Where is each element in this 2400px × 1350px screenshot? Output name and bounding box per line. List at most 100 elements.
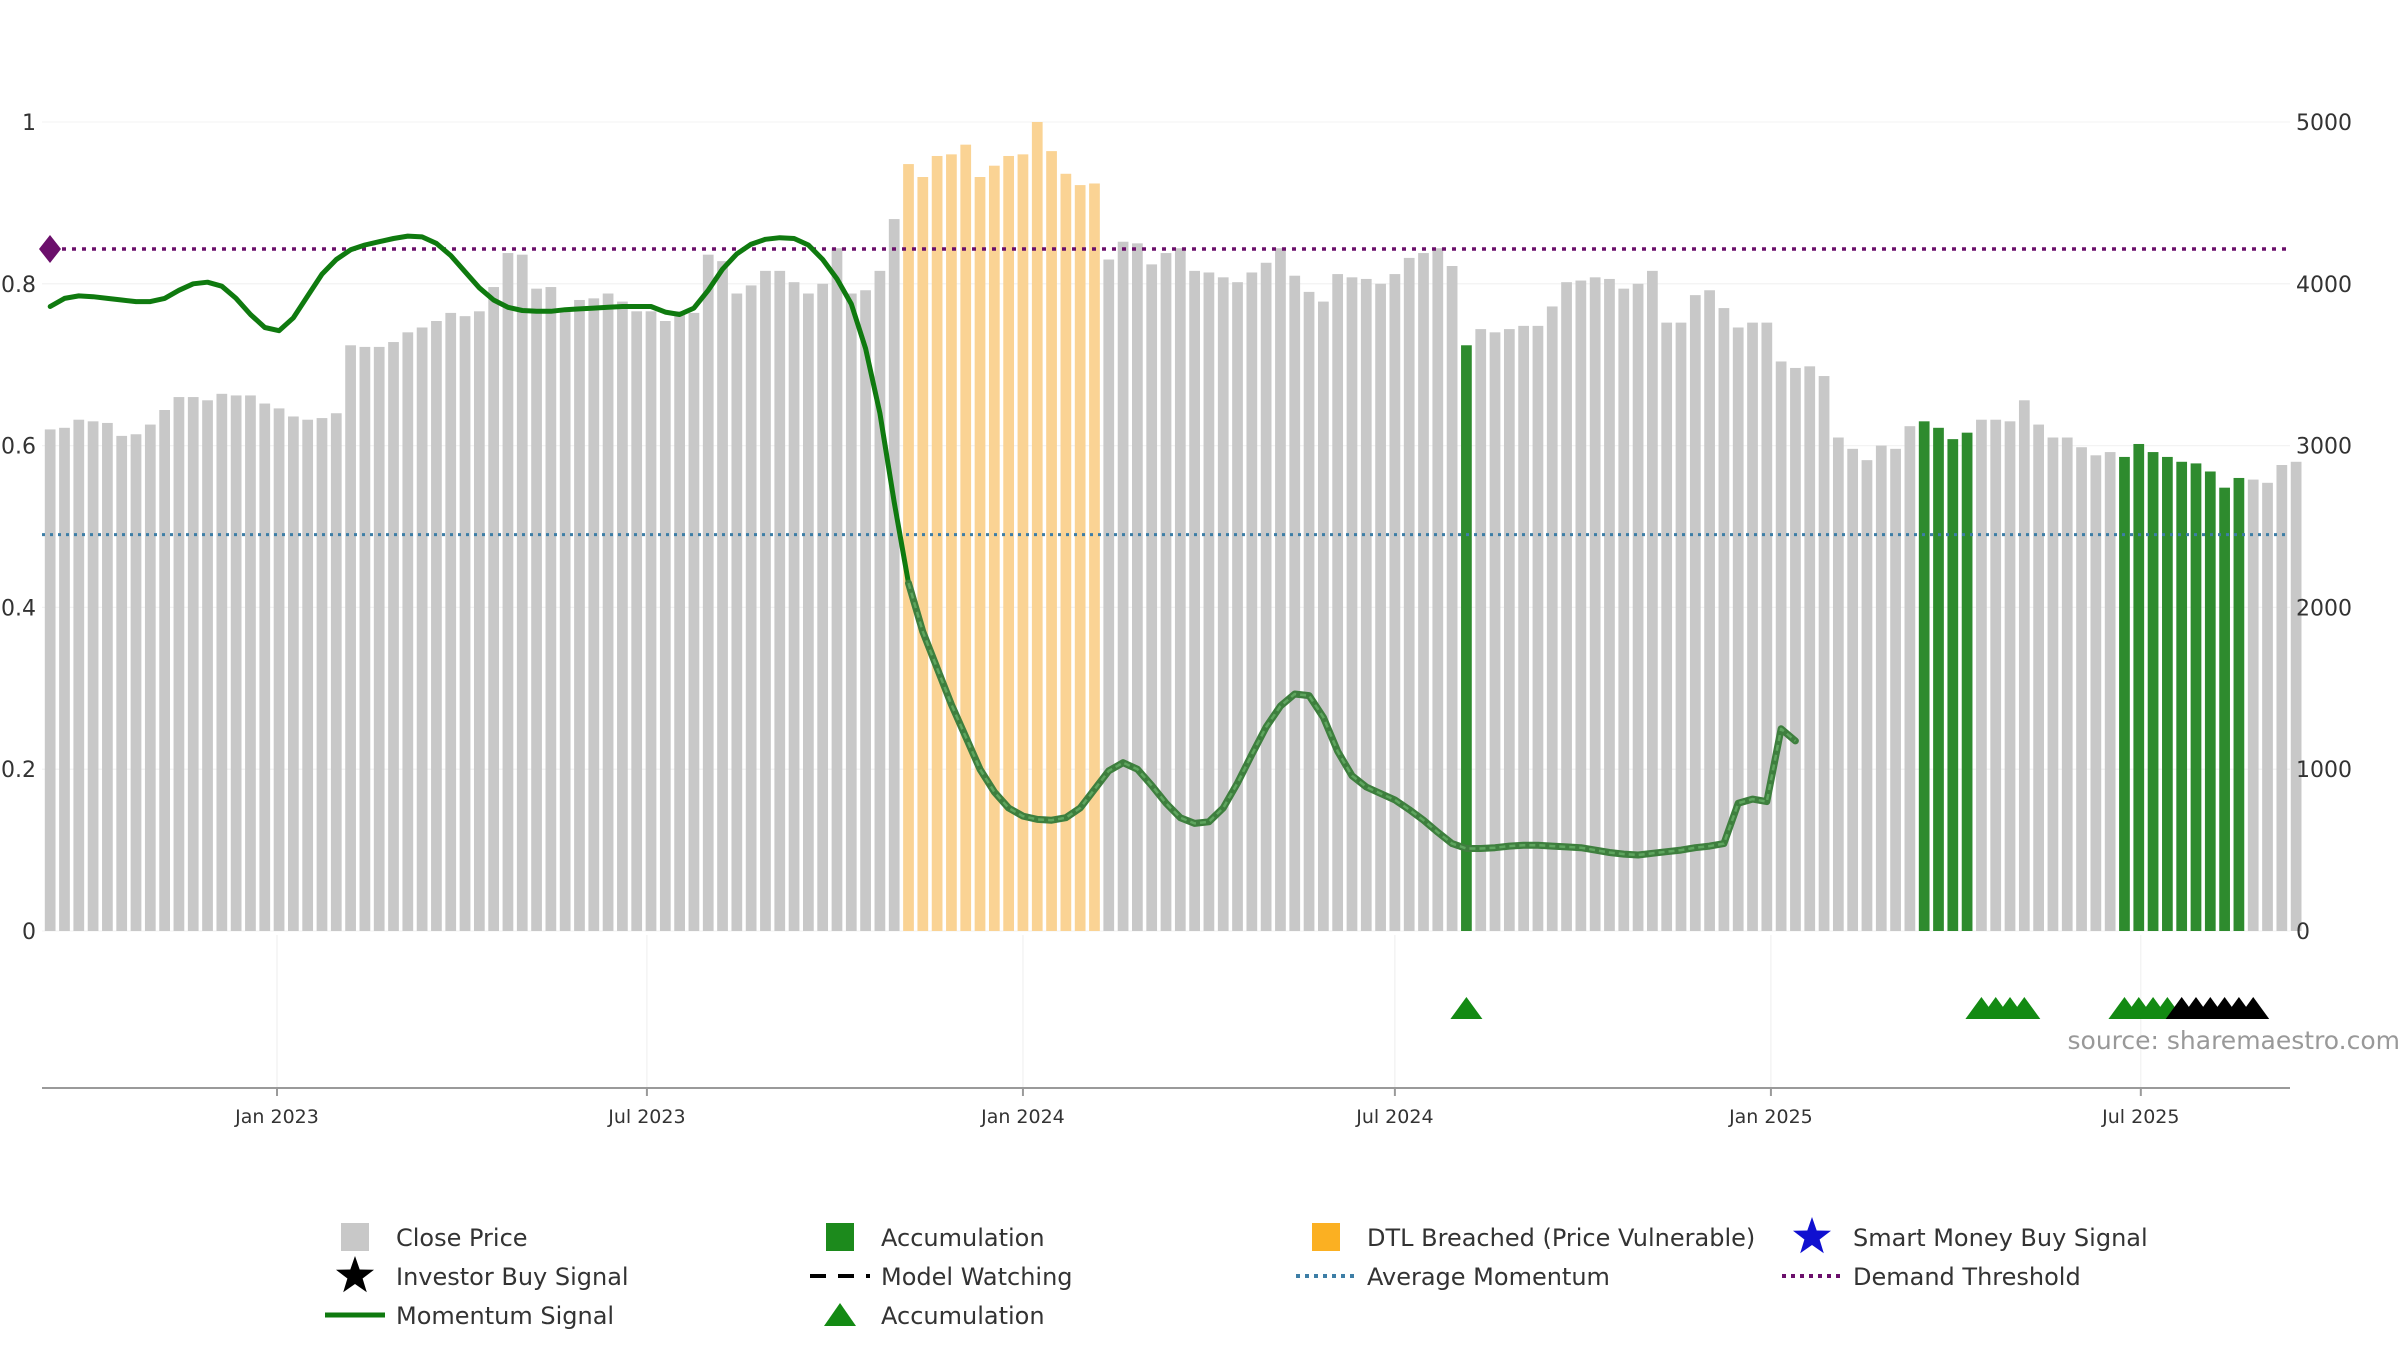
close-price-bar — [760, 270, 771, 931]
close-price-bar — [1260, 262, 1272, 931]
close-price-bar — [1704, 290, 1715, 931]
close-price-bar — [502, 253, 514, 931]
legend-accumulation-triangle-icon — [824, 1303, 856, 1326]
close-price-bar — [1518, 325, 1529, 931]
close-price-bar — [1747, 322, 1758, 931]
dtl-breached-bar — [1089, 183, 1100, 932]
close-price-bar — [273, 408, 285, 931]
legend-smart-money-star-icon — [1793, 1217, 1831, 1254]
close-price-bar — [1732, 327, 1744, 931]
accumulation-bar — [2204, 471, 2216, 931]
close-price-bar — [1418, 253, 1429, 931]
close-price-bar — [459, 316, 471, 931]
close-price-bar — [1632, 283, 1644, 931]
close-price-bar — [330, 413, 342, 931]
close-price-bar — [1618, 288, 1630, 931]
close-price-bar — [2033, 424, 2044, 931]
close-price-bar — [745, 285, 757, 931]
close-price-bar — [1318, 301, 1329, 932]
x-axis-tick-label: Jul 2023 — [607, 1106, 685, 1128]
source-label: source: sharemaestro.com — [2068, 1026, 2400, 1055]
close-price-bar — [116, 435, 128, 931]
close-price-bar — [1689, 295, 1701, 931]
legend: Close Price Accumulation DTL Breached (Pri… — [325, 1217, 2148, 1330]
x-axis-tick-label: Jan 2024 — [980, 1106, 1065, 1128]
close-price-bar — [2090, 455, 2102, 931]
close-price-bar — [1146, 264, 1158, 931]
close-price-bar — [87, 421, 99, 931]
close-price-bar — [1289, 275, 1301, 932]
close-price-bar — [1246, 272, 1258, 932]
right-axis-tick: 5000 — [2296, 111, 2352, 136]
close-price-bar — [1303, 291, 1315, 931]
accumulation-triangle-marker — [2008, 997, 2041, 1019]
close-price-bar — [1604, 278, 1615, 931]
accumulation-bar — [1947, 439, 1959, 931]
legend-label: Accumulation — [881, 1302, 1045, 1330]
close-price-bar — [1532, 325, 1544, 931]
close-price-bar — [2018, 400, 2030, 931]
close-price-bar — [1375, 283, 1386, 931]
close-price-bar — [259, 403, 271, 931]
legend-label: Investor Buy Signal — [396, 1263, 629, 1291]
dtl-breached-bar — [1074, 185, 1086, 932]
accumulation-bar — [2219, 487, 2230, 931]
right-axis-tick: 4000 — [2296, 273, 2352, 298]
close-price-bar — [803, 293, 814, 931]
left-axis-tick: 0.8 — [1, 273, 36, 298]
close-price-bar — [1804, 366, 1816, 931]
close-price-bar — [1976, 419, 1987, 931]
signal-markers — [1450, 997, 2270, 1019]
close-price-bar — [774, 270, 786, 931]
close-price-bar — [159, 410, 170, 931]
close-price-bar — [1203, 272, 1215, 932]
close-price-bar — [431, 321, 442, 931]
close-price-bar — [1790, 367, 1801, 931]
close-price-bar — [831, 248, 843, 931]
close-price-bar — [1217, 277, 1229, 932]
close-price-bar — [1346, 277, 1358, 932]
close-price-bar — [602, 293, 614, 931]
axes: 0 0.2 0.4 0.6 0.8 1 0 1000 2000 3000 4000 5000 Jan 2… — [1, 111, 2352, 1128]
close-price-bar — [302, 419, 314, 931]
close-price-bar — [1432, 248, 1444, 931]
close-price-bar — [860, 290, 871, 931]
close-price-bar — [1475, 329, 1487, 932]
accumulation-bar — [1461, 345, 1472, 931]
close-price-bar — [674, 311, 685, 931]
x-axis-tick-label: Jan 2023 — [234, 1106, 319, 1128]
close-price-bar — [731, 293, 743, 931]
accumulation-bar — [2190, 463, 2202, 931]
close-price-bar — [702, 254, 714, 931]
close-price-bar — [1647, 270, 1658, 931]
close-price-bar — [574, 299, 585, 932]
close-price-bar — [531, 288, 542, 931]
close-price-bar — [1875, 445, 1887, 931]
close-price-bar — [1575, 280, 1587, 931]
close-price-bar — [288, 416, 299, 932]
legend-close-price-swatch — [341, 1223, 369, 1251]
close-price-bar — [1503, 329, 1515, 932]
close-price-bar — [888, 219, 900, 931]
legend-label: Momentum Signal — [396, 1302, 614, 1330]
close-price-bar — [1160, 253, 1172, 931]
close-price-bar — [874, 270, 886, 931]
close-price-bar — [473, 311, 485, 931]
dtl-breached-bar — [946, 154, 957, 932]
dtl-breached-bar — [931, 155, 943, 932]
dtl-breached-bar — [917, 177, 929, 931]
dtl-breached-bar — [1046, 151, 1057, 931]
close-price-bar — [1675, 322, 1687, 931]
momentum-watching-line — [907, 582, 1797, 857]
close-price-bar — [373, 346, 385, 931]
dtl-breached-bar — [988, 165, 1000, 931]
left-axis-tick: 0.4 — [1, 596, 36, 621]
close-price-bar — [1275, 248, 1286, 931]
dtl-breached-bar — [1031, 122, 1043, 931]
close-price-bar — [1718, 308, 1730, 931]
close-price-bar — [2047, 437, 2059, 931]
close-price-bar — [645, 311, 657, 931]
close-price-bar — [1117, 241, 1129, 932]
x-axis-tick-label: Jul 2025 — [2101, 1106, 2179, 1128]
